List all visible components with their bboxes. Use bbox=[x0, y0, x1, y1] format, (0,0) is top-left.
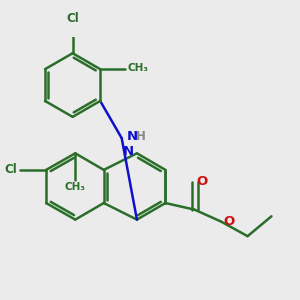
Text: Cl: Cl bbox=[66, 12, 79, 26]
Text: O: O bbox=[196, 175, 208, 188]
Text: H: H bbox=[136, 130, 146, 143]
Text: CH₃: CH₃ bbox=[128, 63, 148, 73]
Text: N: N bbox=[126, 130, 137, 143]
Text: O: O bbox=[223, 215, 234, 228]
Text: Cl: Cl bbox=[4, 164, 17, 176]
Text: N: N bbox=[123, 146, 134, 158]
Text: CH₃: CH₃ bbox=[65, 182, 86, 193]
